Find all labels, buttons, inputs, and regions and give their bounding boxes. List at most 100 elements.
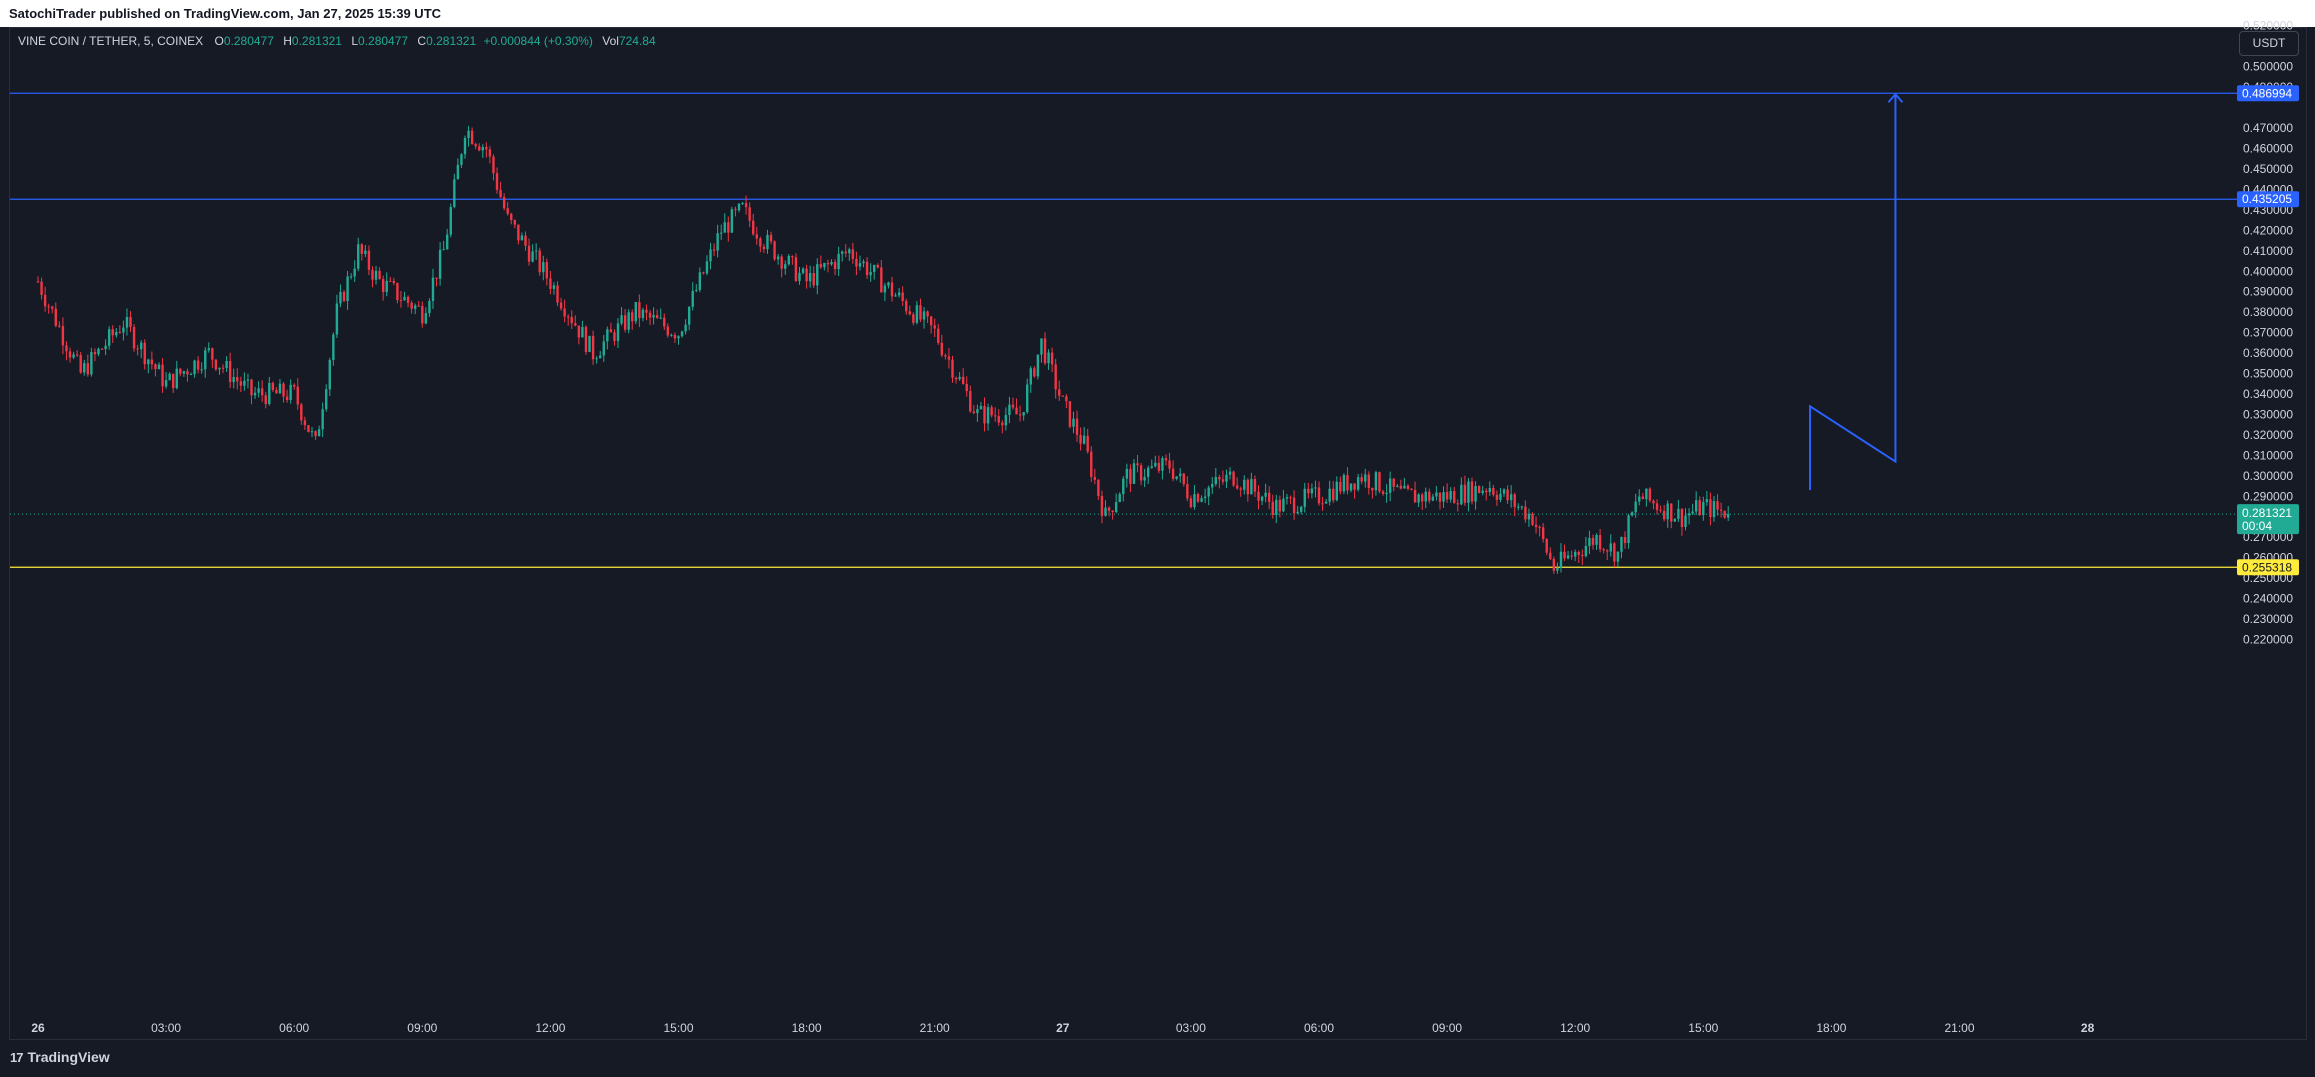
candle-body	[566, 316, 570, 318]
candle-body	[762, 246, 766, 250]
candle-body	[1001, 422, 1004, 426]
candle-body	[687, 306, 691, 325]
candle-body	[609, 329, 613, 333]
candle-body	[353, 268, 356, 277]
candle-body	[1659, 509, 1662, 511]
candle-body	[264, 395, 267, 405]
candle-body	[1723, 510, 1726, 518]
price-axis-label: 0.486994	[2237, 85, 2299, 102]
candle-body	[1531, 513, 1534, 525]
candle-body	[1613, 543, 1616, 562]
candle-body	[1090, 451, 1093, 477]
candle-body	[502, 197, 506, 209]
candle-body	[1079, 434, 1082, 444]
candle-body	[1211, 484, 1214, 488]
candle-body	[1307, 488, 1310, 494]
candle-body	[1097, 479, 1100, 496]
candle-body	[1075, 418, 1079, 435]
candle-body	[1246, 479, 1250, 495]
candle-body	[1413, 490, 1417, 503]
candle-body	[232, 376, 235, 383]
candle-body	[1641, 496, 1645, 500]
candle-body	[833, 262, 837, 270]
candle-body	[204, 350, 207, 370]
candle-body	[1673, 518, 1677, 522]
candle-body	[1406, 485, 1410, 489]
currency-button[interactable]: USDT	[2239, 31, 2299, 56]
candle-body	[431, 277, 435, 301]
candle-body	[1492, 487, 1495, 495]
candle-body	[179, 368, 182, 374]
x-axis-tick-label: 15:00	[663, 1021, 693, 1035]
candle-body	[182, 371, 186, 374]
candle-body	[470, 130, 474, 145]
candle-body	[1577, 551, 1580, 555]
candle-body	[581, 326, 584, 338]
open-label: O	[214, 34, 224, 48]
candle-body	[908, 311, 911, 315]
low-label: L	[351, 34, 359, 48]
candle-body	[1648, 488, 1652, 501]
candle-body	[1581, 554, 1584, 557]
candle-body	[1445, 492, 1449, 500]
candle-body	[1638, 496, 1641, 502]
candle-body	[1442, 492, 1445, 502]
candle-body	[663, 317, 666, 327]
candle-body	[1129, 468, 1132, 484]
candle-body	[1161, 458, 1164, 471]
candle-body	[300, 404, 303, 421]
candle-body	[1253, 478, 1257, 492]
candle-body	[1168, 460, 1171, 469]
candle-body	[769, 234, 773, 242]
candle-body	[517, 224, 520, 241]
candle-body	[1289, 497, 1292, 499]
candle-body	[396, 282, 399, 301]
candle-body	[1082, 435, 1086, 444]
candle-body	[602, 341, 605, 356]
candle-body	[40, 281, 43, 295]
candle-body	[1175, 476, 1178, 479]
candle-body	[1282, 498, 1285, 512]
candle-body	[1588, 537, 1591, 547]
candle-body	[1328, 488, 1331, 502]
candle-body	[378, 270, 381, 280]
chart-pane[interactable]	[9, 27, 2307, 1040]
candle-body	[905, 300, 908, 312]
candle-body	[1356, 477, 1360, 490]
price-axis-label-bg	[2237, 85, 2299, 102]
candle-body	[1502, 489, 1506, 494]
candle-body	[545, 262, 549, 279]
candle-body	[1346, 475, 1349, 491]
candle-body	[115, 332, 118, 336]
candle-body	[1392, 478, 1395, 487]
candle-body	[1033, 368, 1036, 377]
y-axis-tick-label: 0.240000	[2243, 592, 2293, 606]
candle-body	[428, 300, 431, 314]
candle-body	[1292, 497, 1296, 514]
x-axis-tick-label: 27	[1056, 1021, 1070, 1035]
candle-body	[787, 256, 791, 265]
candle-body	[79, 354, 82, 373]
price-axis-label: 0.255318	[2237, 559, 2299, 576]
candle-body	[1182, 473, 1185, 485]
x-axis-tick-label: 12:00	[1560, 1021, 1590, 1035]
y-axis-tick-label: 0.360000	[2243, 346, 2293, 360]
candle-body	[1047, 352, 1050, 364]
candle-body	[552, 285, 556, 289]
candle-body	[1417, 494, 1420, 503]
candle-body	[72, 354, 75, 358]
candle-body	[410, 302, 413, 309]
candle-body	[189, 374, 193, 376]
candle-body	[421, 305, 424, 324]
last-price-value: 0.281321	[2242, 506, 2292, 520]
candle-body	[1342, 475, 1346, 492]
candle-body	[862, 261, 865, 264]
candle-body	[93, 352, 97, 355]
candle-body	[1381, 491, 1385, 494]
candle-body	[371, 269, 374, 280]
candle-body	[1655, 503, 1659, 510]
candle-body	[801, 268, 805, 273]
candle-body	[150, 359, 154, 365]
tradingview-logo[interactable]: 17 TradingView	[10, 1049, 110, 1065]
